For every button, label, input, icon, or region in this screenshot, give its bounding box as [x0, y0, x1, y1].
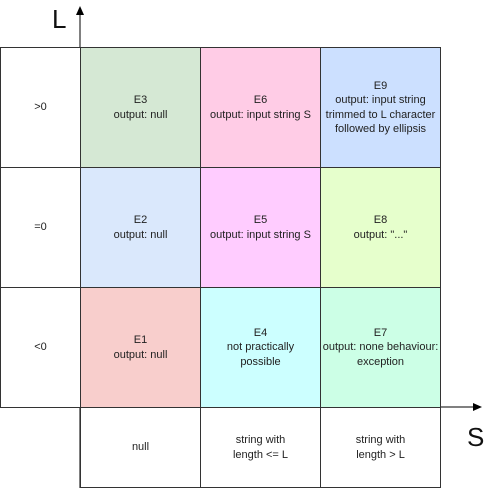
- row-label-lt0: <0: [0, 287, 81, 408]
- cell-id: E5: [253, 214, 268, 227]
- cell-text: output: input string S: [210, 108, 311, 121]
- cell-id: E4: [253, 327, 268, 340]
- cell-e6: E6 output: input string S: [200, 47, 321, 168]
- cell-id: E8: [373, 214, 388, 227]
- cell-text: output: "...": [353, 228, 408, 241]
- cell-text: output: input string trimmed to L charac…: [325, 94, 436, 135]
- cell-id: E7: [373, 327, 388, 340]
- cell-e1: E1 output: null: [80, 287, 201, 408]
- cell-text: not practically possible: [226, 341, 295, 368]
- cell-text: output: null: [113, 108, 168, 121]
- cell-e8: E8 output: "...": [320, 167, 441, 288]
- col-label-gt-l: string with length > L: [320, 407, 441, 488]
- cell-id: E6: [253, 94, 268, 107]
- cell-text: output: input string S: [210, 228, 311, 241]
- cell-e5: E5 output: input string S: [200, 167, 321, 288]
- cell-text: output: null: [113, 228, 168, 241]
- row-label-eq0: =0: [0, 167, 81, 288]
- cell-id: E3: [133, 94, 148, 107]
- col-label-null: null: [80, 407, 201, 488]
- cell-e3: E3 output: null: [80, 47, 201, 168]
- row-label-text: >0: [34, 101, 47, 114]
- cell-text: output: null: [113, 348, 168, 361]
- x-axis-arrowhead: [473, 403, 482, 411]
- col-label-text: string with length <= L: [232, 434, 289, 461]
- cell-e4: E4 not practically possible: [200, 287, 321, 408]
- row-label-text: =0: [34, 221, 47, 234]
- col-label-text: string with length > L: [355, 434, 406, 461]
- cell-text: output: none behaviour: exception: [322, 341, 439, 368]
- col-label-le-l: string with length <= L: [200, 407, 321, 488]
- cell-id: E2: [133, 214, 148, 227]
- y-axis-title: L: [52, 4, 67, 34]
- y-axis-arrowhead: [76, 6, 84, 15]
- row-label-text: <0: [34, 341, 47, 354]
- col-label-text: null: [131, 441, 150, 454]
- x-axis-title: S: [467, 422, 485, 452]
- cell-e2: E2 output: null: [80, 167, 201, 288]
- row-label-gt0: >0: [0, 47, 81, 168]
- cell-e9: E9 output: input string trimmed to L cha…: [320, 47, 441, 168]
- cell-id: E9: [373, 79, 388, 92]
- cell-id: E1: [133, 334, 148, 347]
- cell-e7: E7 output: none behaviour: exception: [320, 287, 441, 408]
